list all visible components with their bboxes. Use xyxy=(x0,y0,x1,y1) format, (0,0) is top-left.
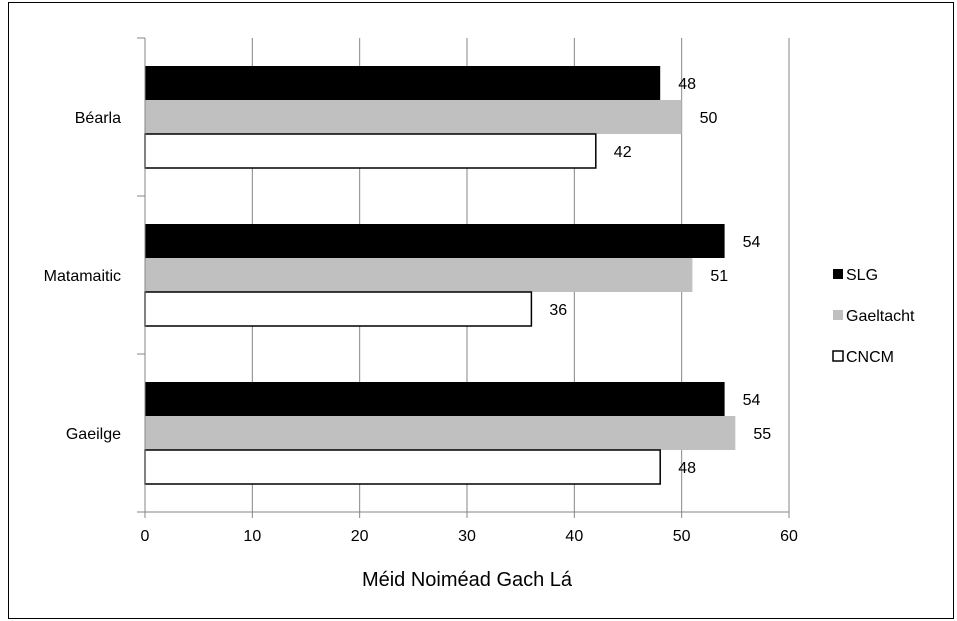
bar-gaeltacht-gaeilge xyxy=(145,416,736,450)
y-category-label: Gaeilge xyxy=(66,426,121,443)
legend-swatch-gaeltacht xyxy=(833,310,843,320)
bar-slg-béarla xyxy=(145,66,661,100)
bar-cncm-gaeilge xyxy=(144,449,661,485)
legend: SLG Gaeltacht CNCM xyxy=(832,267,915,366)
data-label: 54 xyxy=(743,234,761,251)
labels: 0 10 20 30 40 50 60 54 55 48 Gaeilge 54 51 36 Matamait… xyxy=(44,76,798,545)
y-category-label: Matamaitic xyxy=(44,268,121,285)
y-category-label: Béarla xyxy=(75,110,121,127)
bar-gaeltacht-béarla xyxy=(145,100,682,134)
x-tick-label: 20 xyxy=(351,528,369,545)
data-label: 36 xyxy=(549,302,567,319)
bar-slg-matamaitic xyxy=(145,224,725,258)
bar-cncm-béarla xyxy=(144,133,597,169)
x-tick-label: 0 xyxy=(141,528,150,545)
bar-gaeltacht-matamaitic xyxy=(145,258,693,292)
data-label: 51 xyxy=(710,268,728,285)
bars xyxy=(144,66,736,485)
axes xyxy=(137,37,790,518)
x-tick-label: 40 xyxy=(565,528,583,545)
legend-swatch-cncm xyxy=(832,350,844,362)
legend-label-slg: SLG xyxy=(846,267,878,284)
legend-label-gaeltacht: Gaeltacht xyxy=(846,308,915,325)
legend-swatch-slg xyxy=(833,269,843,279)
bar-slg-gaeilge xyxy=(145,382,725,416)
data-label: 54 xyxy=(743,392,761,409)
x-tick-label: 50 xyxy=(673,528,691,545)
data-label: 42 xyxy=(614,144,632,161)
x-axis-title: Méid Noiméad Gach Lá xyxy=(362,569,573,591)
bar-cncm-matamaitic xyxy=(144,291,533,327)
x-tick-label: 60 xyxy=(780,528,798,545)
x-tick-label: 30 xyxy=(458,528,476,545)
data-label: 48 xyxy=(678,76,696,93)
data-label: 48 xyxy=(678,460,696,477)
data-label: 50 xyxy=(700,110,718,127)
x-tick-label: 10 xyxy=(243,528,261,545)
legend-label-cncm: CNCM xyxy=(846,349,894,366)
data-label: 55 xyxy=(753,426,771,443)
